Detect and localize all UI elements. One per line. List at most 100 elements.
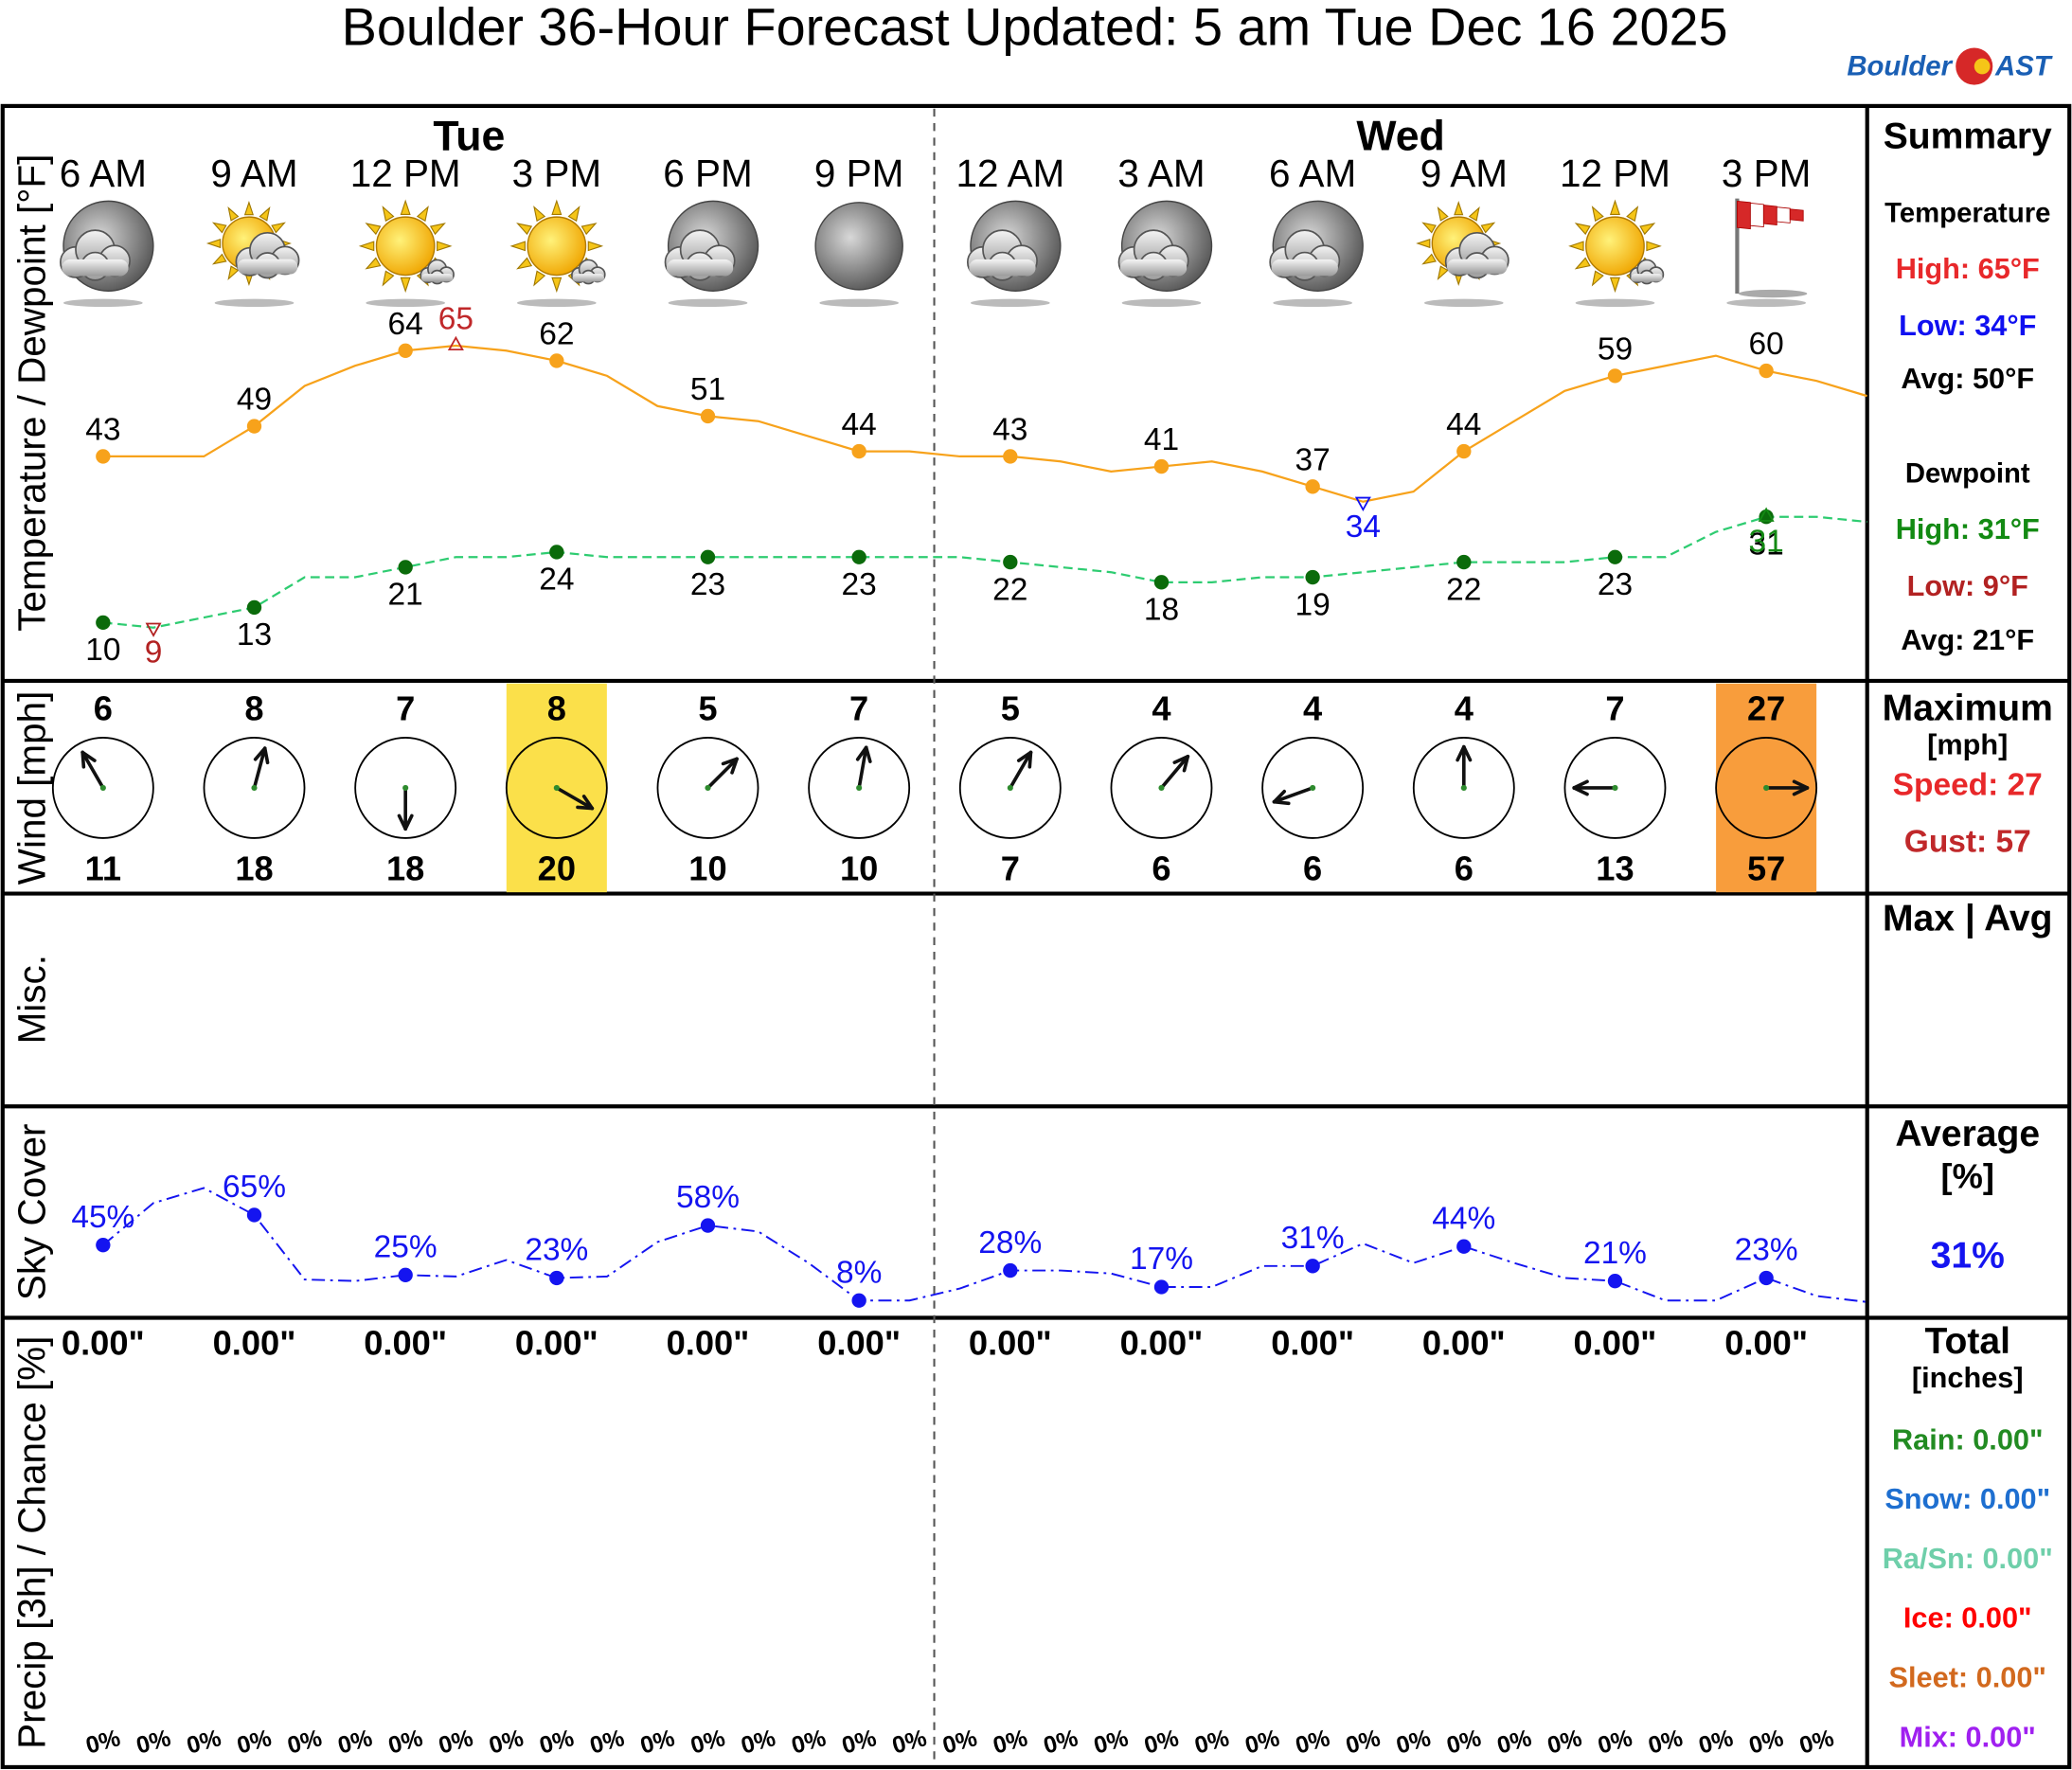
cloud-part xyxy=(237,259,298,275)
arrow-head xyxy=(1792,779,1810,790)
sun-ray xyxy=(400,277,411,294)
wind-arrow xyxy=(397,786,414,831)
wind-arrow xyxy=(555,786,595,811)
wind-speed: 8 xyxy=(244,689,263,728)
wind-speed: 6 xyxy=(94,689,113,728)
dewpoint-point xyxy=(700,549,716,564)
precip-chance: 0% xyxy=(1242,1725,1282,1759)
icon-shadow xyxy=(63,298,143,308)
weather-icon xyxy=(358,199,455,308)
weather-icon xyxy=(814,202,903,308)
arrow-head xyxy=(1792,786,1810,796)
sun-ray xyxy=(243,201,254,216)
sun-ray xyxy=(509,241,526,252)
arrow-head xyxy=(1016,750,1033,762)
wind-speed: 7 xyxy=(396,689,415,728)
temperature-point xyxy=(549,353,564,368)
arrow-head xyxy=(576,805,595,811)
sky-label: 23% xyxy=(1735,1233,1798,1268)
wind-arrow xyxy=(1159,754,1190,790)
summary-line: 31% xyxy=(1931,1235,2005,1276)
summary-line: Mix: 0.00" xyxy=(1900,1720,2036,1753)
weather-icon xyxy=(1568,199,1665,308)
dial-center xyxy=(1612,784,1618,792)
summary-line: Temperature xyxy=(1884,197,2050,228)
time-label: 3 AM xyxy=(1117,152,1205,195)
precip-chance: 0% xyxy=(486,1725,526,1759)
sun-ray xyxy=(551,277,563,294)
wind-dial xyxy=(958,737,1062,839)
wind-dial xyxy=(1412,737,1515,839)
summary-line: Sleet: 0.00" xyxy=(1889,1661,2046,1694)
precip-chance: 0% xyxy=(688,1725,727,1759)
dial-center xyxy=(402,784,409,792)
wind-dial xyxy=(505,737,608,839)
arrow-head xyxy=(721,757,739,766)
arrow-head xyxy=(730,757,739,775)
precip-chance: 0% xyxy=(385,1725,425,1759)
summary-line: Max | Avg xyxy=(1883,899,2053,939)
dewpoint-label: 23 xyxy=(690,567,725,602)
sky-label: 58% xyxy=(676,1180,740,1215)
sun-ray xyxy=(227,206,240,222)
precip-amount: 0.00" xyxy=(1120,1324,1204,1363)
sun-disc xyxy=(375,216,436,277)
dewpoint-label: 23 xyxy=(1598,567,1633,602)
sun-ray xyxy=(516,257,533,270)
wind-speed: 7 xyxy=(1605,689,1624,728)
sun-ray xyxy=(400,199,411,215)
sky-label: 31% xyxy=(1281,1221,1345,1256)
precip-chance: 0% xyxy=(1545,1725,1584,1759)
sky-label: 28% xyxy=(978,1225,1042,1260)
wind-gust: 10 xyxy=(688,849,726,888)
icon-shadow xyxy=(1423,298,1504,308)
summary-line: High: 31°F xyxy=(1896,512,2040,545)
precip-chance: 0% xyxy=(587,1725,627,1759)
dial-center xyxy=(553,784,560,792)
summary-line: Speed: 27 xyxy=(1893,768,2043,803)
dewpoint-label: 22 xyxy=(992,572,1027,607)
sun-ray xyxy=(365,223,382,236)
wind-dial xyxy=(656,737,759,839)
weather-icon xyxy=(509,199,606,308)
arrow-shaft xyxy=(1272,786,1314,804)
sun-ray xyxy=(211,222,227,234)
dewpoint-point xyxy=(1305,569,1320,585)
time-label: 12 AM xyxy=(956,152,1064,195)
precip-chance: 0% xyxy=(1646,1725,1686,1759)
sun-ray xyxy=(358,241,375,252)
time-label: 9 AM xyxy=(210,152,297,195)
extreme-label: 9 xyxy=(145,635,163,670)
sun-ray xyxy=(1568,241,1584,252)
summary-line: Gust: 57 xyxy=(1904,825,2031,860)
temperature-point xyxy=(1003,449,1018,464)
sky-label: 8% xyxy=(836,1255,882,1290)
day-label: Tue xyxy=(433,114,505,160)
dial-center xyxy=(1460,784,1467,792)
arrow-head xyxy=(1572,786,1589,796)
dewpoint-label: 18 xyxy=(1144,593,1179,628)
cloud xyxy=(420,259,455,285)
precip-amount: 0.00" xyxy=(1574,1324,1657,1363)
summary-line: Snow: 0.00" xyxy=(1884,1482,2050,1515)
precip-chance: 0% xyxy=(839,1725,879,1759)
sun-ray xyxy=(365,257,382,270)
dewpoint-label: 13 xyxy=(237,617,272,653)
sky-point xyxy=(851,1293,866,1308)
weather-icon xyxy=(60,200,154,308)
arrow-head xyxy=(1461,744,1473,762)
wind-arrow xyxy=(1009,750,1033,790)
wind-dial xyxy=(354,737,457,839)
sun-ray xyxy=(416,206,429,223)
weather-icon xyxy=(1117,200,1213,308)
sun-ray xyxy=(1646,241,1662,252)
cloud xyxy=(60,229,131,281)
panel-label: Misc. xyxy=(9,955,53,1044)
arrow-head xyxy=(397,813,407,831)
weather-icon xyxy=(205,201,300,308)
cloud-part xyxy=(572,274,605,282)
sun-ray xyxy=(533,270,546,287)
dewpoint-point xyxy=(1456,554,1472,570)
summary-line: [inches] xyxy=(1912,1361,2024,1394)
